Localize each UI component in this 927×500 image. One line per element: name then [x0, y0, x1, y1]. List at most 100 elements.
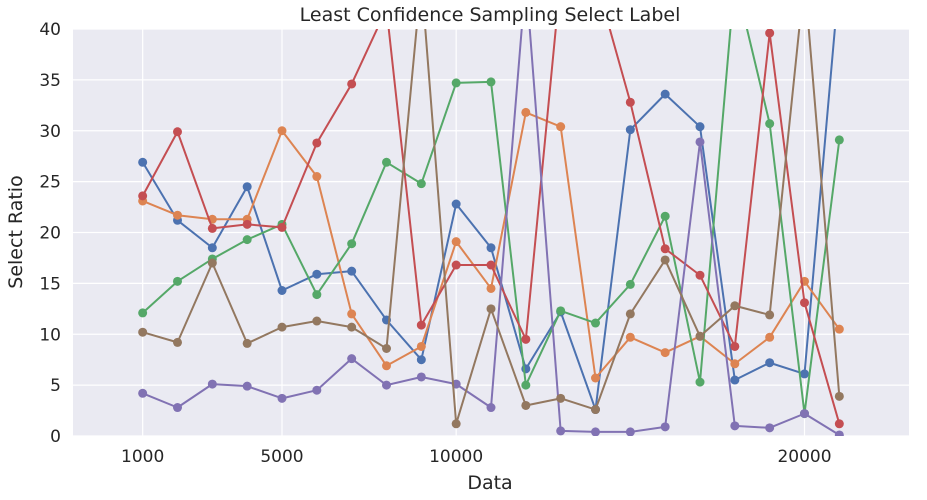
data-point: [730, 421, 740, 431]
x-tick-label: 10000: [429, 447, 483, 467]
data-point: [173, 127, 182, 137]
data-point: [521, 400, 531, 410]
data-point: [556, 393, 566, 403]
data-point: [765, 358, 775, 368]
data-point: [451, 78, 461, 88]
data-point: [486, 403, 496, 413]
data-point: [800, 409, 809, 419]
y-tick-label: 15: [39, 274, 61, 294]
data-point: [834, 135, 844, 145]
data-point: [660, 422, 670, 432]
data-point: [800, 369, 809, 379]
y-tick-label: 10: [39, 325, 61, 345]
data-point: [347, 266, 357, 276]
tick-labels: 0 5 10 15 20 25 30 35 40 1000 5000 10000 20000: [39, 20, 831, 467]
data-point: [173, 210, 182, 220]
data-point: [695, 377, 705, 387]
data-point: [660, 211, 670, 221]
data-point: [416, 320, 426, 330]
data-point: [347, 79, 357, 89]
data-point: [382, 361, 391, 371]
data-point: [834, 430, 844, 436]
data-point: [173, 276, 182, 286]
data-point: [347, 309, 357, 319]
data-point: [486, 283, 496, 293]
x-tick-label: 1000: [121, 447, 164, 467]
data-point: [765, 29, 775, 38]
y-axis-label: Select Ratio: [5, 175, 27, 288]
data-point: [242, 182, 252, 192]
chart-title: Least Confidence Sampling Select Label: [300, 4, 681, 26]
data-point: [765, 119, 775, 129]
data-point: [556, 122, 566, 132]
series-5: [138, 29, 844, 436]
data-point: [486, 77, 496, 87]
data-point: [765, 423, 775, 433]
data-point: [382, 380, 391, 390]
data-point: [695, 122, 705, 132]
data-point: [556, 306, 566, 316]
data-point: [625, 309, 635, 319]
data-point: [242, 338, 252, 348]
data-point: [730, 301, 740, 311]
data-point: [521, 380, 531, 390]
data-point: [521, 107, 531, 117]
data-point: [207, 243, 217, 253]
data-point: [138, 157, 148, 167]
data-point: [625, 125, 635, 135]
x-tick-label: 20000: [777, 447, 831, 467]
series-6: [138, 29, 844, 429]
data-point: [277, 222, 287, 232]
data-point: [660, 244, 670, 254]
data-point: [730, 359, 740, 369]
data-point: [730, 375, 740, 385]
data-point: [312, 269, 322, 279]
data-point: [660, 89, 670, 99]
y-tick-label: 5: [50, 376, 61, 396]
data-point: [625, 97, 635, 107]
data-point: [625, 279, 635, 289]
data-point: [486, 260, 496, 270]
data-point: [173, 337, 182, 347]
data-point: [382, 157, 391, 167]
data-point: [242, 219, 252, 229]
data-point: [695, 270, 705, 280]
data-point: [765, 332, 775, 342]
data-point: [277, 285, 287, 295]
data-point: [660, 255, 670, 265]
data-point: [277, 393, 287, 403]
data-point: [347, 354, 357, 364]
data-point: [277, 126, 287, 136]
y-tick-label: 20: [39, 224, 61, 244]
data-point: [591, 427, 600, 436]
grid-lines: [73, 28, 909, 437]
y-tick-label: 25: [39, 173, 61, 193]
data-point: [382, 343, 391, 353]
data-point: [138, 308, 148, 318]
data-point: [591, 373, 600, 383]
data-point: [660, 348, 670, 358]
data-point: [347, 239, 357, 249]
y-tick-label: 35: [39, 71, 61, 91]
y-tick-label: 0: [50, 427, 61, 447]
data-point: [312, 385, 322, 395]
y-tick-label: 30: [39, 122, 61, 142]
data-point: [556, 426, 566, 436]
series-layer: [138, 29, 844, 436]
y-tick-label: 40: [39, 20, 61, 40]
data-point: [521, 334, 531, 344]
data-point: [625, 427, 635, 436]
data-point: [695, 137, 705, 147]
data-point: [451, 199, 461, 209]
data-point: [451, 419, 461, 429]
data-point: [730, 341, 740, 351]
data-point: [242, 381, 252, 391]
data-point: [451, 260, 461, 270]
series-4: [138, 29, 844, 429]
x-tick-label: 5000: [260, 447, 303, 467]
data-point: [312, 316, 322, 326]
data-point: [451, 237, 461, 247]
data-point: [625, 332, 635, 342]
data-point: [834, 419, 844, 429]
data-point: [834, 391, 844, 401]
